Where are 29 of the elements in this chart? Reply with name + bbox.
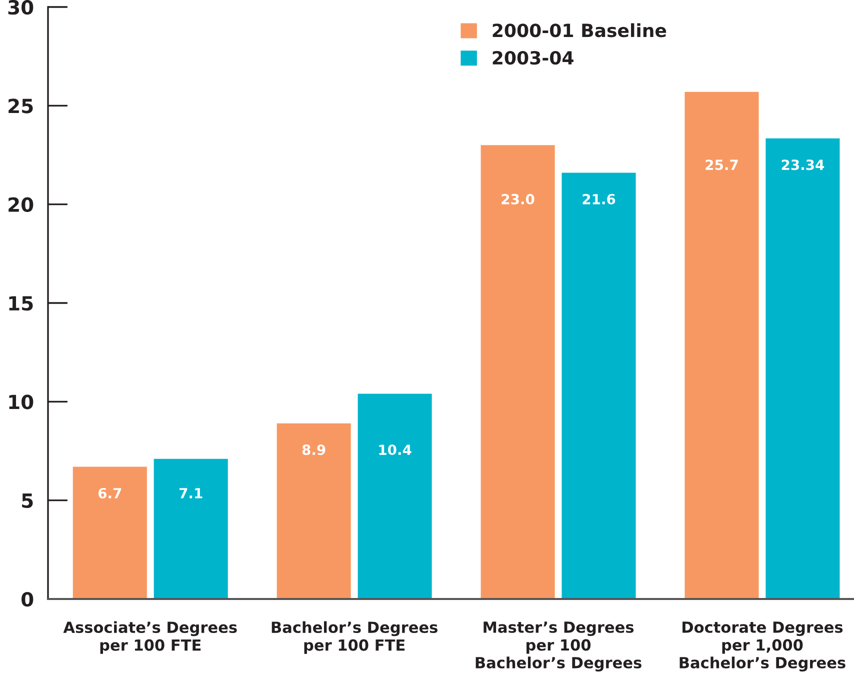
- data-label: 23.0: [502, 194, 534, 204]
- y-tick-label: 0: [22, 592, 34, 607]
- bar: [684, 92, 759, 599]
- bar: [276, 423, 351, 599]
- bar: [358, 394, 432, 599]
- bar: [766, 138, 840, 599]
- y-tick-label: 20: [8, 197, 34, 212]
- x-tick-label: Doctorate Degrees per 1,000 Bachelor’s Degrees: [680, 622, 846, 672]
- y-tick-label: 30: [8, 0, 34, 15]
- data-label: 8.9: [302, 444, 326, 456]
- bar: [562, 172, 636, 599]
- data-label: 7.1: [179, 488, 202, 498]
- bar: [480, 145, 555, 599]
- bar: [72, 466, 147, 599]
- legend-label: 2003-04: [492, 50, 574, 65]
- y-tick-label: 15: [9, 296, 33, 311]
- data-label: 10.4: [379, 444, 412, 456]
- x-tick-label: Associate’s Degrees per 100 FTE: [63, 621, 237, 654]
- data-label: 21.6: [582, 194, 616, 204]
- x-tick-label: Master’s Degrees per 100 Bachelor’s Degrees: [476, 622, 642, 672]
- data-label: 23.34: [782, 160, 824, 170]
- x-tick-label: Bachelor’s Degrees per 100 FTE: [272, 621, 438, 654]
- data-label: 6.7: [98, 488, 122, 498]
- data-label: 25.7: [706, 160, 738, 170]
- legend-label: 2000-01 Baseline: [492, 23, 666, 38]
- bar: [154, 458, 228, 599]
- y-tick-label: 10: [9, 394, 34, 410]
- y-tick-label: 25: [8, 98, 33, 114]
- y-tick-label: 5: [22, 494, 33, 508]
